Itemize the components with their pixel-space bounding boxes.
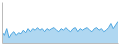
line [2, 21, 118, 37]
y-axis [2, 3, 3, 44]
plot [2, 3, 119, 44]
x-axis-line [3, 43, 119, 44]
chart [0, 0, 120, 45]
x-axis [3, 43, 119, 44]
marks [2, 21, 118, 43]
y-axis-line [2, 3, 3, 44]
area [2, 21, 118, 43]
